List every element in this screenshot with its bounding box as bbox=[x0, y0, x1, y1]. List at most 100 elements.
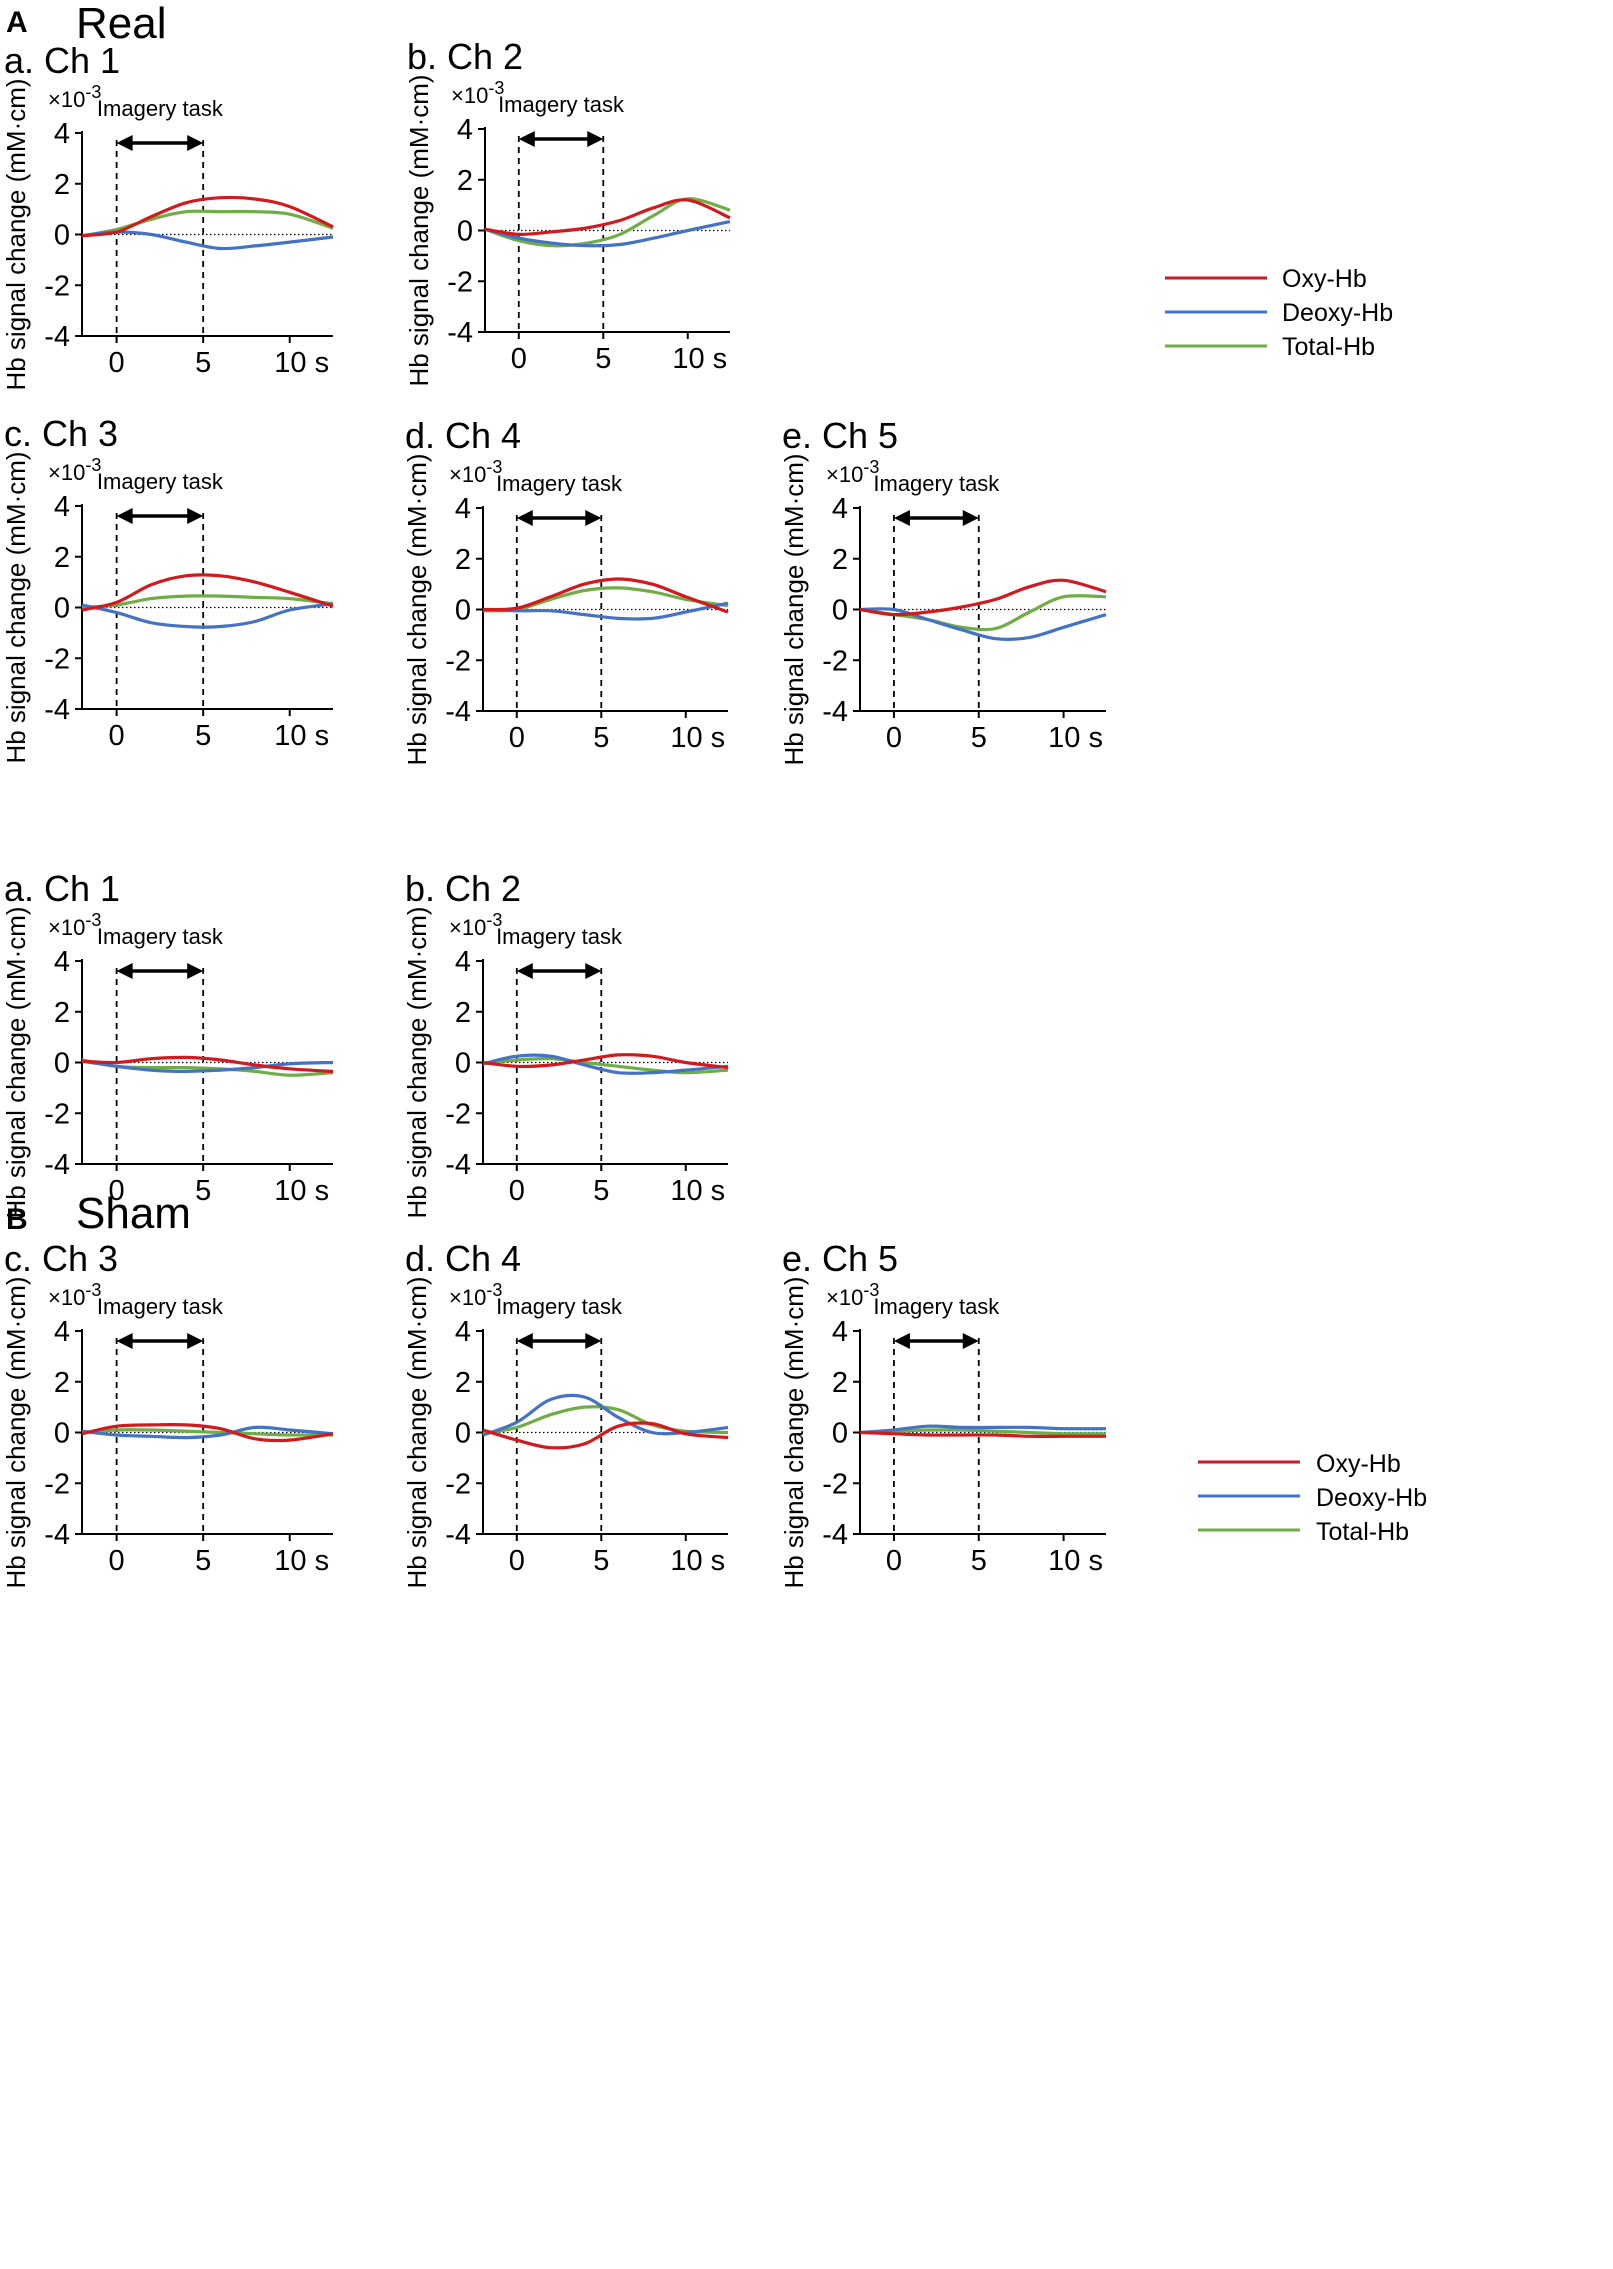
series-line-total-hb bbox=[81, 1428, 334, 1437]
chart-panel: c. Ch 3×10-3 Hb signal change (mM·cm) 4 2 0 -… bbox=[1, 1238, 334, 1589]
section-title-real: Real bbox=[76, 0, 167, 48]
y-scale-exponent: -3 bbox=[863, 457, 879, 477]
series-line-deoxy-hb bbox=[81, 602, 334, 629]
x-tick-label: 5 bbox=[593, 1175, 609, 1207]
section-letter-real: A bbox=[6, 6, 28, 39]
legend-sham: Oxy-Hb Deoxy-Hb Total-Hb bbox=[1198, 1450, 1427, 1546]
y-scale-label: ×10-3 bbox=[826, 1280, 879, 1310]
y-tick-label: 2 bbox=[455, 997, 471, 1029]
y-tick-label: -4 bbox=[822, 696, 848, 728]
arrow-head-right bbox=[962, 1333, 979, 1349]
series-line-oxy-hb bbox=[482, 1053, 729, 1070]
y-tick-label: -2 bbox=[445, 645, 471, 677]
x-tick-label: 10 s bbox=[672, 343, 727, 375]
y-tick-label: -4 bbox=[44, 321, 70, 353]
arrow-head-left bbox=[516, 510, 533, 526]
arrow-head-right bbox=[187, 135, 204, 151]
y-tick-label: 4 bbox=[455, 946, 471, 978]
legend-label-total: Total-Hb bbox=[1282, 333, 1375, 361]
chart-panel: b. Ch 2×10-3 Hb signal change (mM·cm) 4 2 0 -… bbox=[404, 36, 731, 387]
series-line-deoxy-hb bbox=[482, 1393, 729, 1437]
y-tick-label: 0 bbox=[54, 1418, 70, 1450]
panel-title: a. Ch 1 bbox=[4, 868, 120, 909]
y-tick-label: 0 bbox=[832, 1418, 848, 1450]
y-tick-label: 0 bbox=[455, 595, 471, 627]
y-tick-label: -4 bbox=[44, 1149, 70, 1181]
y-tick-label: -2 bbox=[44, 1098, 70, 1130]
x-tick-label: 10 s bbox=[1048, 1545, 1103, 1577]
series-line-deoxy-hb bbox=[859, 607, 1107, 641]
y-tick-label: 0 bbox=[54, 220, 70, 252]
y-tick-label: 2 bbox=[832, 1367, 848, 1399]
arrow-head-right bbox=[587, 131, 604, 147]
x-tick-label: 0 bbox=[511, 343, 527, 375]
x-tick-label: 0 bbox=[109, 1545, 125, 1577]
x-tick-label: 5 bbox=[195, 1545, 211, 1577]
legend-label-total: Total-Hb bbox=[1316, 1518, 1409, 1546]
x-tick-label: 5 bbox=[593, 722, 609, 754]
x-tick-label: 0 bbox=[886, 1545, 902, 1577]
series-line-oxy-hb bbox=[81, 573, 334, 612]
y-scale-label: ×10-3 bbox=[48, 82, 101, 112]
panel-title: c. Ch 3 bbox=[4, 413, 118, 454]
y-axis-label: Hb signal change (mM·cm) bbox=[1, 451, 31, 763]
arrow-head-left bbox=[116, 963, 133, 979]
arrow-head-right bbox=[187, 508, 204, 524]
legend-label-deoxy: Deoxy-Hb bbox=[1316, 1484, 1427, 1512]
y-scale-exponent: -3 bbox=[85, 1280, 101, 1300]
arrow-head-left bbox=[893, 1333, 910, 1349]
y-scale-exponent: -3 bbox=[85, 910, 101, 930]
chart-panel: e. Ch 5×10-3 Hb signal change (mM·cm) 4 2 0 -… bbox=[779, 1238, 1107, 1589]
y-tick-label: 4 bbox=[832, 1316, 848, 1348]
x-tick-label: 0 bbox=[109, 720, 125, 752]
series-line-oxy-hb bbox=[81, 1055, 334, 1073]
arrow-head-left bbox=[516, 1333, 533, 1349]
arrow-head-right bbox=[585, 1333, 602, 1349]
y-tick-label: 2 bbox=[832, 544, 848, 576]
y-tick-label: 2 bbox=[54, 1367, 70, 1399]
arrow-head-left bbox=[516, 963, 533, 979]
y-tick-label: -2 bbox=[44, 270, 70, 302]
panel-title: c. Ch 3 bbox=[4, 1238, 118, 1279]
chart-panel: a. Ch 1×10-3 Hb signal change (mM·cm) 4 2 0 -… bbox=[1, 40, 334, 391]
series-line-deoxy-hb bbox=[81, 1425, 334, 1440]
y-tick-label: -2 bbox=[822, 1468, 848, 1500]
series-line-total-hb bbox=[482, 1057, 729, 1075]
y-tick-label: 2 bbox=[54, 169, 70, 201]
y-scale-label: ×10-3 bbox=[449, 1280, 502, 1310]
chart-panel: d. Ch 4×10-3 Hb signal change (mM·cm) 4 2 0 -… bbox=[402, 1238, 729, 1589]
task-annotation: Imagery task bbox=[97, 924, 224, 949]
x-tick-label: 10 s bbox=[670, 1175, 725, 1207]
series-line-oxy-hb bbox=[484, 198, 731, 236]
series-line-total-hb bbox=[81, 594, 334, 610]
series-line-oxy-hb bbox=[81, 195, 334, 238]
y-scale-label: ×10-3 bbox=[48, 1280, 101, 1310]
y-scale-exponent: -3 bbox=[486, 1280, 502, 1300]
y-tick-label: -4 bbox=[447, 317, 473, 349]
y-tick-label: -4 bbox=[445, 1149, 471, 1181]
series-line-deoxy-hb bbox=[484, 220, 731, 248]
task-annotation: Imagery task bbox=[498, 92, 625, 117]
y-axis-label: Hb signal change (mM·cm) bbox=[402, 1276, 432, 1588]
y-tick-label: 2 bbox=[455, 544, 471, 576]
panel-title: d. Ch 4 bbox=[405, 1238, 521, 1279]
x-tick-label: 5 bbox=[593, 1545, 609, 1577]
y-tick-label: 4 bbox=[832, 493, 848, 525]
y-tick-label: 4 bbox=[457, 114, 473, 146]
y-tick-label: 0 bbox=[457, 216, 473, 248]
x-tick-label: 10 s bbox=[274, 1545, 329, 1577]
y-axis-label: Hb signal change (mM·cm) bbox=[779, 453, 809, 765]
series-line-total-hb bbox=[81, 209, 334, 238]
x-tick-label: 10 s bbox=[1048, 722, 1103, 754]
panels: a. Ch 1×10-3Hb signal change (mM·cm) 420-… bbox=[1, 36, 1107, 1589]
x-tick-label: 5 bbox=[195, 720, 211, 752]
y-tick-label: 4 bbox=[54, 946, 70, 978]
y-scale-label: ×10-3 bbox=[48, 910, 101, 940]
arrow-head-left bbox=[116, 1333, 133, 1349]
x-tick-label: 0 bbox=[509, 722, 525, 754]
series-line-oxy-hb bbox=[482, 577, 729, 614]
section-letter-sham: B bbox=[6, 1203, 28, 1236]
y-tick-label: 0 bbox=[54, 1048, 70, 1080]
panel-title: a. Ch 1 bbox=[4, 40, 120, 81]
